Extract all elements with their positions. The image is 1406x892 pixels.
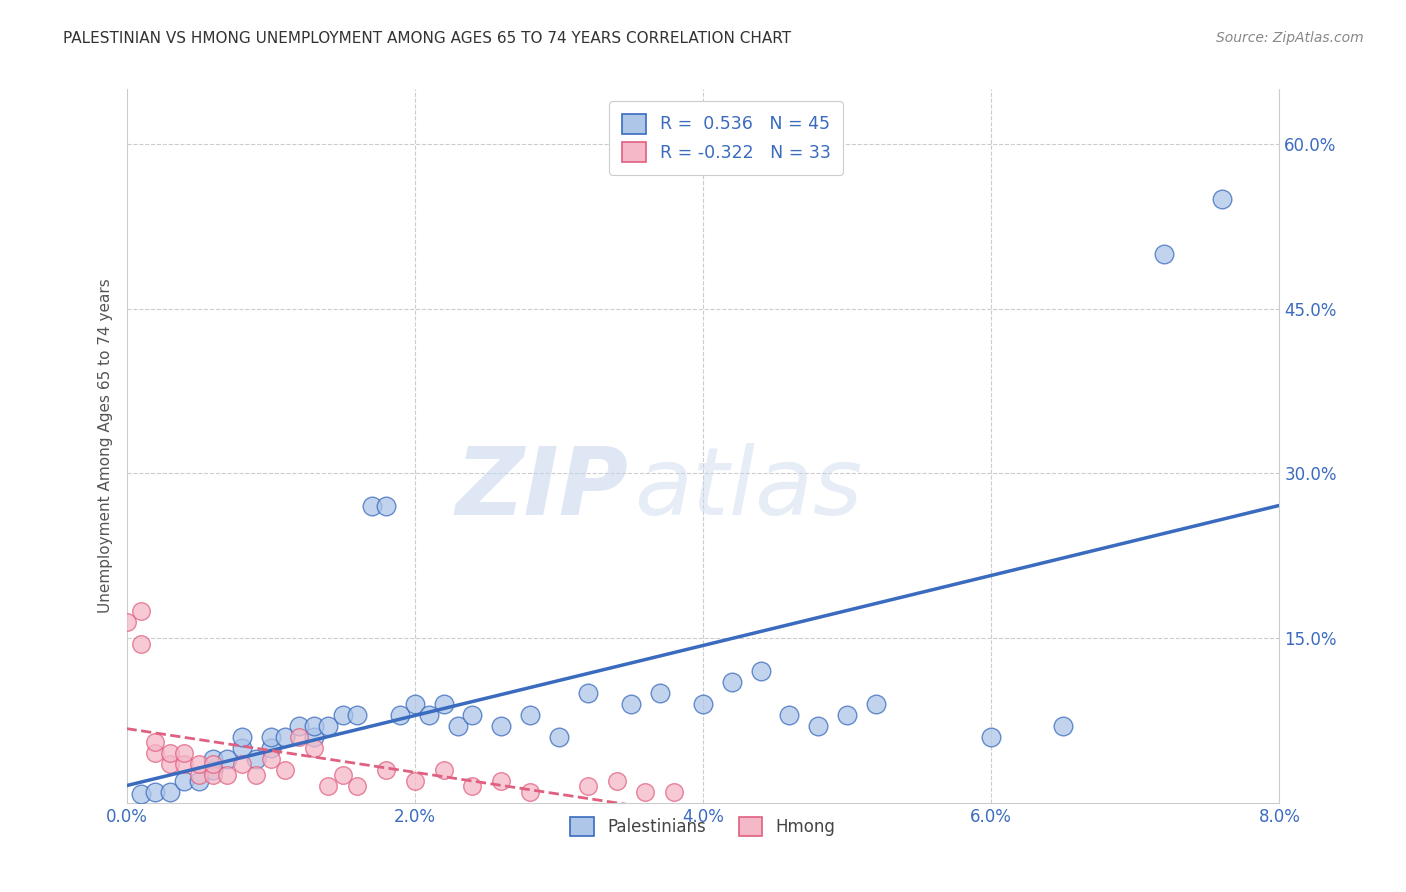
Point: [145, 747, 166, 761]
Point: [173, 773, 195, 788]
Point: [749, 664, 772, 678]
Point: [318, 719, 340, 733]
Point: [217, 768, 239, 782]
Point: [245, 768, 267, 782]
Text: atlas: atlas: [634, 443, 862, 534]
Point: [259, 752, 281, 766]
Point: [807, 719, 830, 733]
Point: [648, 686, 671, 700]
Point: [374, 763, 398, 777]
Point: [332, 768, 354, 782]
Point: [231, 740, 253, 755]
Point: [302, 730, 325, 744]
Point: [145, 735, 166, 749]
Point: [202, 763, 225, 777]
Point: [620, 697, 643, 711]
Y-axis label: Unemployment Among Ages 65 to 74 years: Unemployment Among Ages 65 to 74 years: [97, 278, 112, 614]
Point: [634, 785, 657, 799]
Point: [576, 686, 599, 700]
Point: [720, 675, 742, 690]
Point: [187, 773, 209, 788]
Point: [664, 785, 686, 799]
Point: [346, 780, 368, 794]
Point: [231, 757, 253, 772]
Text: Source: ZipAtlas.com: Source: ZipAtlas.com: [1216, 31, 1364, 45]
Point: [173, 757, 195, 772]
Point: [1153, 247, 1175, 261]
Point: [129, 787, 152, 801]
Point: [274, 730, 297, 744]
Point: [865, 697, 887, 711]
Point: [202, 768, 225, 782]
Point: [606, 773, 628, 788]
Point: [245, 752, 267, 766]
Point: [389, 708, 412, 723]
Point: [519, 708, 541, 723]
Legend: Palestinians, Hmong: Palestinians, Hmong: [562, 808, 844, 845]
Point: [779, 708, 801, 723]
Point: [173, 747, 195, 761]
Point: [489, 719, 512, 733]
Point: [548, 730, 571, 744]
Point: [1211, 192, 1233, 206]
Point: [433, 763, 456, 777]
Point: [217, 752, 239, 766]
Point: [519, 785, 541, 799]
Point: [145, 785, 166, 799]
Point: [302, 719, 325, 733]
Point: [318, 780, 340, 794]
Point: [259, 740, 281, 755]
Point: [129, 604, 152, 618]
Point: [159, 785, 181, 799]
Point: [288, 730, 311, 744]
Point: [231, 730, 253, 744]
Point: [1052, 719, 1074, 733]
Text: PALESTINIAN VS HMONG UNEMPLOYMENT AMONG AGES 65 TO 74 YEARS CORRELATION CHART: PALESTINIAN VS HMONG UNEMPLOYMENT AMONG …: [63, 31, 792, 46]
Point: [418, 708, 440, 723]
Point: [346, 708, 368, 723]
Point: [980, 730, 1002, 744]
Point: [433, 697, 456, 711]
Point: [447, 719, 470, 733]
Point: [259, 730, 281, 744]
Point: [302, 740, 325, 755]
Point: [159, 757, 181, 772]
Point: [187, 757, 209, 772]
Point: [159, 747, 181, 761]
Point: [374, 500, 398, 514]
Point: [332, 708, 354, 723]
Point: [360, 500, 382, 514]
Point: [489, 773, 512, 788]
Point: [404, 697, 426, 711]
Point: [288, 719, 311, 733]
Point: [692, 697, 714, 711]
Point: [274, 763, 297, 777]
Point: [461, 780, 484, 794]
Point: [461, 708, 484, 723]
Point: [404, 773, 426, 788]
Point: [202, 757, 225, 772]
Point: [129, 637, 152, 651]
Point: [187, 768, 209, 782]
Text: ZIP: ZIP: [456, 442, 628, 535]
Point: [576, 780, 599, 794]
Point: [115, 615, 138, 629]
Point: [202, 752, 225, 766]
Point: [835, 708, 858, 723]
